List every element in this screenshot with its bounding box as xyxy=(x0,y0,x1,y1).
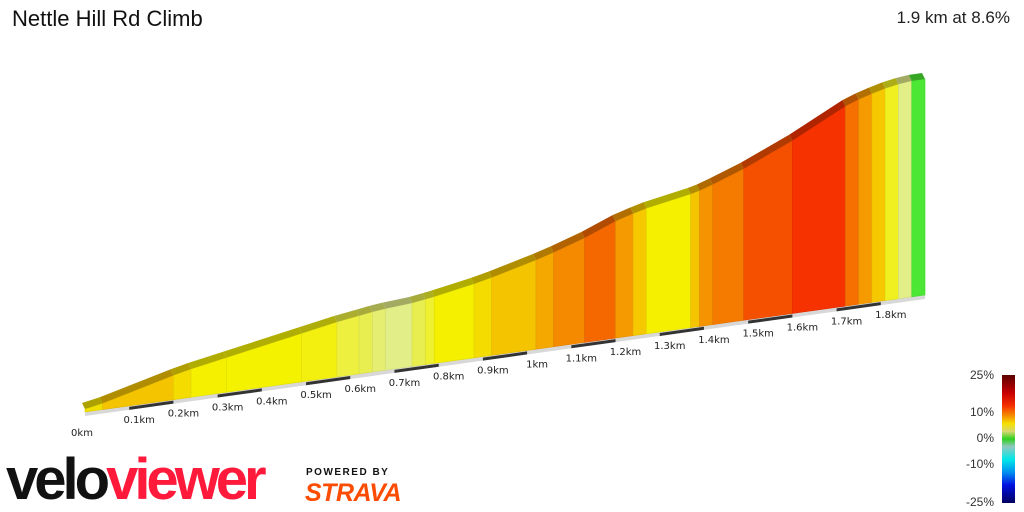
gradient-segment xyxy=(898,80,913,300)
gradient-segment xyxy=(884,83,899,301)
km-tick-bar xyxy=(659,326,704,336)
gradient-segment xyxy=(845,98,859,307)
gradient-segment xyxy=(712,168,745,325)
gradient-segment xyxy=(358,311,373,375)
gradient-segment xyxy=(584,220,616,343)
km-tick-bar xyxy=(217,388,262,398)
powered-by-label: POWERED BY xyxy=(306,467,390,478)
x-tick-label: 0km xyxy=(71,428,93,439)
x-tick-label: 0.6km xyxy=(345,384,376,395)
gradient-segment xyxy=(433,283,475,364)
x-tick-label: 1km xyxy=(526,359,548,370)
x-tick-label: 1.1km xyxy=(566,353,597,364)
climb-summary: 1.9 km at 8.6% xyxy=(896,8,1010,27)
x-tick-label: 0.8km xyxy=(433,372,464,383)
road-surface-segment xyxy=(188,351,227,370)
gradient-segment xyxy=(425,296,435,365)
gradient-segment xyxy=(690,190,700,328)
road-surface-segment xyxy=(334,309,360,323)
gradient-segment xyxy=(743,140,793,321)
x-tick-label: 0.1km xyxy=(123,415,154,426)
climb-title: Nettle Hill Rd Climb xyxy=(12,6,203,31)
road-surface-segment xyxy=(488,254,536,278)
strava-logo[interactable]: STRAVA xyxy=(305,479,402,507)
veloviewer-logo[interactable]: veloviewer xyxy=(6,447,267,512)
gradient-segment xyxy=(911,78,926,298)
gradient-segment xyxy=(473,277,493,359)
x-tick-label: 0.5km xyxy=(300,390,331,401)
gradient-segment xyxy=(336,315,360,378)
gradient-segment xyxy=(411,298,426,367)
road-surface-segment xyxy=(82,397,103,409)
gradient-segment xyxy=(632,207,647,336)
gradient-segment xyxy=(699,183,714,327)
x-tick-label: 1.4km xyxy=(698,335,729,346)
x-tick-label: 0.3km xyxy=(212,403,243,414)
x-tick-label: 0.9km xyxy=(477,366,508,377)
road-surface-segment xyxy=(223,327,302,358)
road-surface-segment xyxy=(581,215,616,238)
road-surface-segment xyxy=(298,316,337,334)
gradient-segment xyxy=(646,193,691,335)
road-surface-segment xyxy=(855,87,872,100)
gradient-segment xyxy=(792,105,846,314)
gradient-segment xyxy=(871,87,886,303)
km-tick-bar xyxy=(129,400,174,410)
road-surface-segment xyxy=(687,184,700,195)
x-tick-label: 1.5km xyxy=(742,329,773,340)
road-surface-segment xyxy=(356,305,373,316)
road-surface-segment xyxy=(908,73,925,81)
road-surface-segment xyxy=(170,363,192,376)
legend-label-minus10: -10% xyxy=(965,457,994,471)
road-surface-segment xyxy=(99,369,174,404)
road-surface-segment xyxy=(612,207,634,222)
road-surface-segment xyxy=(842,93,859,107)
road-surface-segment xyxy=(643,188,691,209)
legend-label-10: 10% xyxy=(969,405,994,419)
gradient-segment xyxy=(372,308,386,373)
x-tick-label: 0.7km xyxy=(389,378,420,389)
road-surface-segment xyxy=(789,100,846,141)
km-tick-bar xyxy=(836,302,881,312)
km-tick-bar xyxy=(306,376,351,386)
x-tick-label: 1.3km xyxy=(654,341,685,352)
gradient-segment xyxy=(615,213,634,339)
road-surface-segment xyxy=(882,78,899,89)
gradient-segment xyxy=(858,93,873,305)
road-surface-segment xyxy=(431,277,475,297)
road-surface-segment xyxy=(532,246,554,261)
road-surface-segment xyxy=(868,82,886,94)
road-surface-segment xyxy=(696,178,713,191)
km-tick-bar xyxy=(748,314,793,324)
road-surface-segment xyxy=(422,290,435,300)
road-surface-segment xyxy=(709,162,744,185)
x-tick-label: 1.6km xyxy=(787,322,818,333)
legend-label-25: 25% xyxy=(969,368,994,382)
road-surface-segment xyxy=(895,74,912,85)
gradient-segment xyxy=(385,302,413,371)
x-tick-label: 0.4km xyxy=(256,396,287,407)
gradient-segment xyxy=(553,237,585,348)
road-surface-segment xyxy=(471,271,492,284)
legend-label-minus25: -25% xyxy=(965,495,994,509)
road-surface-segment xyxy=(740,134,793,169)
road-surface-segment xyxy=(550,231,585,253)
x-tick-label: 1.7km xyxy=(831,316,862,327)
km-tick-bar xyxy=(394,363,439,373)
road-surface-segment xyxy=(409,293,426,303)
road-surface-segment xyxy=(630,202,647,214)
road-surface-segment xyxy=(369,302,386,312)
x-tick-label: 1.8km xyxy=(875,310,906,321)
gradient-colorbar xyxy=(1002,375,1015,503)
legend-label-0: 0% xyxy=(976,431,994,445)
km-tick-bar xyxy=(482,351,528,361)
gradient-segment xyxy=(535,251,554,350)
km-tick-bar xyxy=(571,339,616,349)
x-tick-label: 1.2km xyxy=(610,347,641,358)
x-tick-label: 0.2km xyxy=(168,409,199,420)
road-surface-segment xyxy=(382,296,413,309)
